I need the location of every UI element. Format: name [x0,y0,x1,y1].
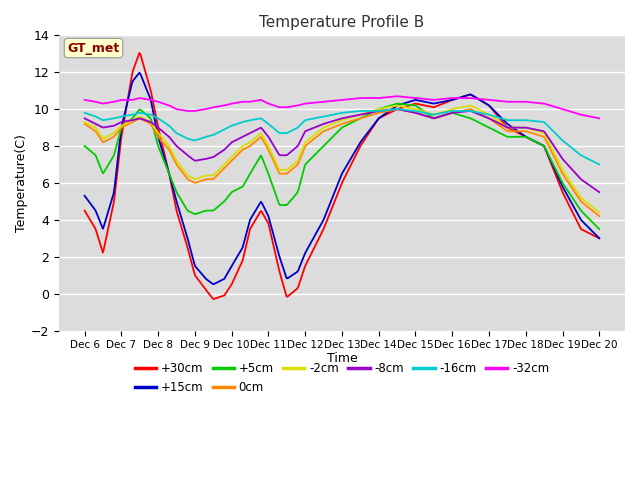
0cm [394,107,402,112]
+5cm [241,180,248,186]
-16cm [549,128,557,134]
+30cm [371,121,378,127]
+30cm [243,240,251,245]
-2cm [298,148,305,154]
Line: 0cm: 0cm [84,109,599,216]
+5cm [595,226,603,232]
+15cm [595,235,603,241]
X-axis label: Time: Time [326,352,357,365]
0cm [298,152,305,158]
-32cm [369,95,376,101]
-16cm [394,106,401,112]
0cm [241,146,248,152]
+5cm [394,101,401,107]
-8cm [460,109,468,115]
-8cm [241,133,248,139]
-16cm [595,162,603,168]
-8cm [369,109,376,115]
+5cm [369,109,376,115]
+5cm [549,161,557,167]
-8cm [595,189,603,195]
0cm [460,108,468,113]
+5cm [298,175,305,180]
0cm [394,106,401,112]
+30cm [300,267,308,273]
Text: GT_met: GT_met [67,42,120,55]
+15cm [210,281,218,287]
0cm [369,112,376,118]
+30cm [595,235,603,241]
0cm [595,213,603,219]
-2cm [549,148,557,154]
-2cm [394,103,402,108]
+30cm [210,296,218,302]
-32cm [595,116,603,121]
Line: +30cm: +30cm [84,53,599,299]
-16cm [394,107,402,112]
Line: -2cm: -2cm [84,106,599,213]
+15cm [81,193,88,199]
-2cm [460,104,468,109]
0cm [549,152,557,157]
-2cm [595,210,603,216]
-16cm [81,110,88,116]
-2cm [81,119,88,125]
+5cm [81,143,88,149]
Legend: +30cm, +15cm, +5cm, 0cm, -2cm, -8cm, -16cm, -32cm: +30cm, +15cm, +5cm, 0cm, -2cm, -8cm, -16… [130,357,554,398]
+30cm [136,50,143,56]
-8cm [81,116,88,121]
+15cm [371,120,378,126]
Line: -16cm: -16cm [84,109,599,165]
+15cm [136,70,143,75]
+15cm [300,253,308,259]
-32cm [81,97,88,103]
-32cm [394,93,401,99]
+15cm [243,229,251,235]
-32cm [394,94,402,99]
Line: -32cm: -32cm [84,96,599,119]
Y-axis label: Temperature(C): Temperature(C) [15,134,28,232]
-8cm [394,106,401,112]
+5cm [394,101,402,107]
-16cm [369,108,376,114]
-32cm [298,102,305,108]
+30cm [550,168,558,174]
-16cm [460,108,468,114]
Line: -8cm: -8cm [84,109,599,192]
-8cm [549,142,557,148]
-8cm [298,135,305,141]
Line: +5cm: +5cm [84,104,599,229]
+15cm [461,93,469,99]
-32cm [241,99,248,105]
-2cm [394,103,401,108]
-2cm [369,108,376,114]
+15cm [396,102,403,108]
-2cm [241,142,248,148]
-16cm [241,119,248,124]
Title: Temperature Profile B: Temperature Profile B [259,15,424,30]
+15cm [550,165,558,171]
+30cm [81,208,88,214]
-8cm [394,107,402,112]
-16cm [298,121,305,127]
+30cm [461,93,469,99]
-32cm [460,95,468,101]
+30cm [396,106,403,111]
Line: +15cm: +15cm [84,72,599,284]
+5cm [460,113,468,119]
0cm [81,121,88,127]
-32cm [549,103,557,109]
